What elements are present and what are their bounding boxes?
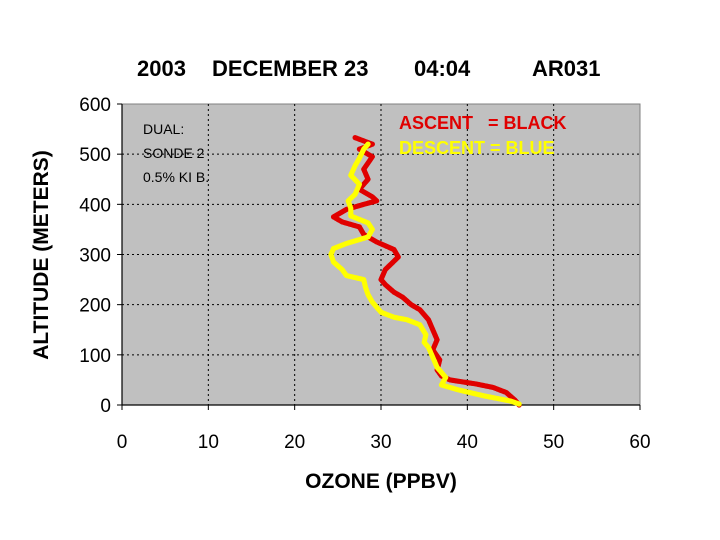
- x-tick-label: 60: [629, 432, 650, 453]
- y-tick-label: 400: [79, 195, 111, 216]
- y-tick-label: 0: [100, 396, 111, 417]
- annotation-line-1: DUAL:: [143, 121, 184, 137]
- x-axis-title: OZONE (PPBV): [305, 470, 457, 493]
- y-tick-label: 600: [79, 95, 111, 116]
- x-tick-label: 0: [117, 432, 128, 453]
- data-point: [365, 141, 371, 147]
- y-tick-label: 300: [79, 246, 111, 267]
- legend-ascent: ASCENT = BLACK: [399, 113, 567, 133]
- gridlines: [122, 104, 640, 405]
- x-tick-label: 10: [198, 432, 219, 453]
- annotation-line-3: 0.5% KI B.: [143, 169, 209, 185]
- chart-title-year: 2003: [137, 56, 186, 81]
- chart-title-date: DECEMBER 23: [212, 56, 368, 81]
- series-1: [328, 141, 522, 407]
- x-tick-label: 30: [370, 432, 391, 453]
- data-series: [328, 135, 522, 408]
- y-axis: 0 100 200 300 400 500 600: [79, 95, 123, 417]
- x-tick-label: 50: [543, 432, 564, 453]
- x-axis: 0 10 20 30 40 50 60: [117, 404, 651, 453]
- legend-descent: DESCENT = BLUE: [399, 138, 555, 158]
- y-axis-title: ALTITUDE (METERS): [30, 150, 53, 360]
- y-tick-label: 500: [79, 145, 111, 166]
- data-point: [352, 135, 358, 141]
- y-tick-label: 100: [79, 346, 111, 367]
- x-tick-label: 20: [284, 432, 305, 453]
- annotation-line-2: SONDE 2: [143, 145, 205, 161]
- y-tick-label: 200: [79, 296, 111, 317]
- x-tick-label: 40: [457, 432, 478, 453]
- chart-title-id: AR031: [532, 56, 600, 81]
- series-0: [330, 135, 522, 408]
- chart-title-time: 04:04: [414, 56, 471, 81]
